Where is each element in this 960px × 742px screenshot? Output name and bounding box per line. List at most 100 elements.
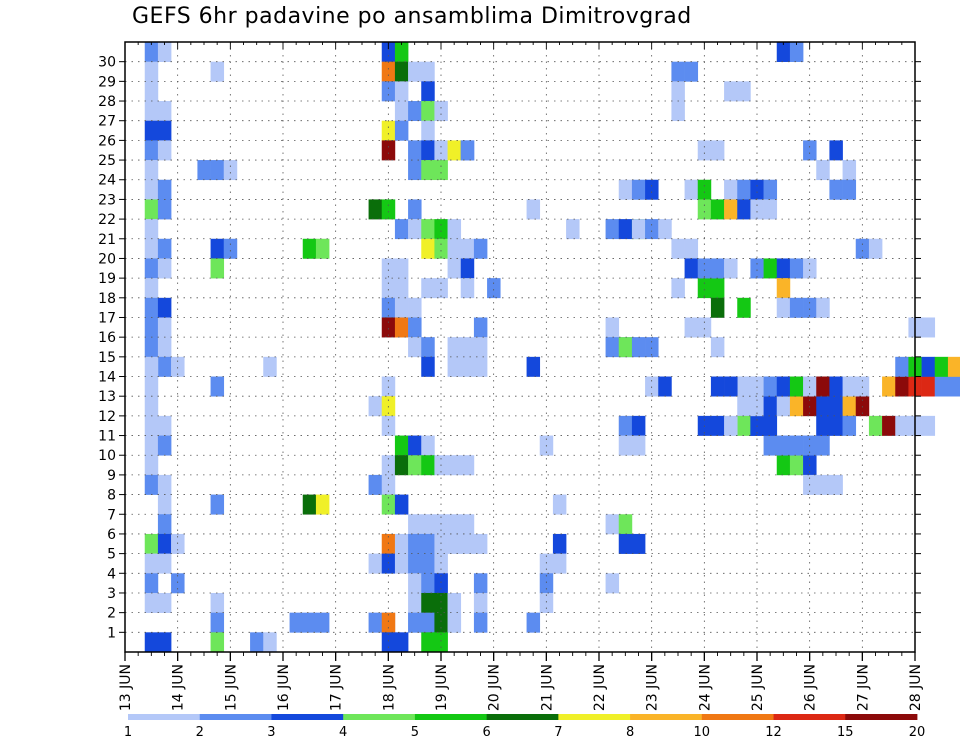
heatmap-cell [421,553,435,574]
heatmap-cell [789,42,804,62]
heatmap-cell [408,553,422,574]
heatmap-cell [842,415,857,436]
heatmap-cell [921,415,936,436]
heatmap-cell [763,258,778,279]
legend-threshold-label: 5 [411,725,419,740]
legend-threshold-label: 12 [765,725,782,740]
heatmap-cell [697,179,712,200]
heatmap-cell [157,514,172,535]
heatmap-cell [368,612,383,633]
heatmap-cell [776,278,791,299]
heatmap-cell [737,396,751,417]
heatmap-cell [605,573,620,594]
heatmap-cell [171,356,185,377]
heatmap-cell [776,455,791,476]
heatmap-cell [157,120,172,141]
cells-layer [144,42,960,653]
heatmap-cell [882,376,896,397]
heatmap-cell [737,297,751,318]
heatmap-cell [157,632,172,653]
heatmap-cell [539,592,554,613]
heatmap-cell [223,238,238,259]
heatmap-cell [408,514,422,535]
heatmap-cell [460,337,475,358]
heatmap-cell [144,317,159,338]
heatmap-cell [789,455,804,476]
heatmap-cell [421,455,435,476]
heatmap-cell [618,179,633,200]
heatmap-cell [447,140,462,161]
heatmap-cell [144,199,159,220]
heatmap-cell [408,101,422,122]
heatmap-cell [408,317,422,338]
heatmap-cell [434,612,448,633]
heatmap-cell [934,356,949,377]
heatmap-cell [605,317,620,338]
heatmap-cell [144,101,159,122]
heatmap-cell [421,435,435,456]
heatmap-cell [408,573,422,594]
x-tick-label: 20 JUN [487,664,503,711]
heatmap-cell [210,632,225,653]
heatmap-cell [750,199,764,220]
heatmap-cell [460,140,475,161]
heatmap-cell [710,140,725,161]
heatmap-cell [737,179,751,200]
heatmap-cell [947,376,960,397]
legend-color-box [630,714,703,720]
heatmap-cell [223,160,238,181]
heatmap-cell [684,179,699,200]
heatmap-cell [763,376,778,397]
heatmap-cell [421,592,435,613]
heatmap-cell [157,494,172,515]
heatmap-cell [473,612,488,633]
heatmap-cell [447,533,462,554]
heatmap-cell [157,238,172,259]
heatmap-cell [776,376,791,397]
heatmap-cell [157,533,172,554]
heatmap-cell [460,533,475,554]
heatmap-cell [552,553,567,574]
legend-threshold-label: 7 [554,725,562,740]
heatmap-cell [473,238,488,259]
heatmap-cell [710,376,725,397]
heatmap-cell [157,553,172,574]
heatmap-cell [645,219,659,240]
heatmap-cell [210,592,225,613]
x-tick-label: 13 JUN [118,664,134,711]
heatmap-cell [421,612,435,633]
legend-color-box [271,714,344,720]
heatmap-cell [434,160,448,181]
legend-threshold-label: 8 [626,725,634,740]
heatmap-cell [157,199,172,220]
heatmap-cell [394,317,409,338]
heatmap-cell [710,337,725,358]
heatmap-cell [829,376,843,397]
heatmap-cell [434,632,448,653]
legend-color-box [701,714,774,720]
legend-color-box [343,714,416,720]
heatmap-cell [829,396,843,417]
heatmap-cell [671,278,685,299]
heatmap-cell [408,337,422,358]
heatmap-cell [408,455,422,476]
heatmap-cell [157,415,172,436]
legend-color-box [414,714,488,720]
heatmap-cell [144,160,159,181]
heatmap-cell [868,415,883,436]
heatmap-cell [829,474,843,495]
heatmap-cell [144,140,159,161]
heatmap-cell [263,356,277,377]
y-tick-label: 3 [107,586,116,602]
heatmap-cell [394,278,409,299]
heatmap-cell [210,238,225,259]
heatmap-cell [408,219,422,240]
heatmap-cell [144,396,159,417]
x-tick-label: 25 JUN [750,664,766,711]
heatmap-cell [157,337,172,358]
y-tick-label: 25 [98,153,116,169]
heatmap-cell [447,258,462,279]
legend-threshold-label: 3 [267,725,275,740]
legend-color-box [199,714,272,720]
heatmap-cell [776,396,791,417]
